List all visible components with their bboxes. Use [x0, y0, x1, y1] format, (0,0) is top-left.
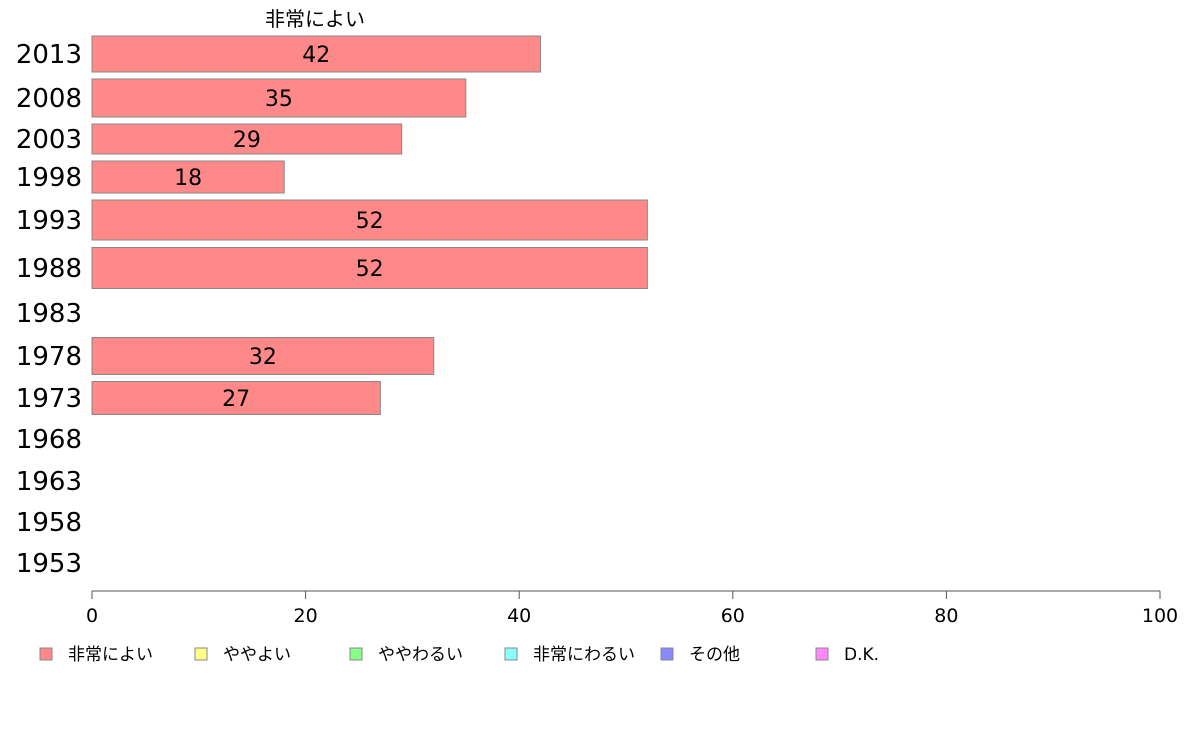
- bar: [91, 199, 648, 241]
- bar: [91, 247, 648, 289]
- category-label: 1988: [16, 254, 82, 284]
- legend-swatch: [815, 647, 829, 661]
- legend-label: 非常によい: [68, 645, 153, 665]
- legend-swatch: [349, 647, 363, 661]
- bar: [91, 123, 403, 155]
- x-tick-label: 80: [934, 605, 958, 627]
- data-label: 52: [356, 209, 384, 234]
- legend-swatch: [504, 647, 518, 661]
- legend-swatch: [194, 647, 208, 661]
- legend-swatch: [660, 647, 674, 661]
- bar: [91, 78, 467, 118]
- category-label: 2013: [16, 40, 82, 70]
- legend-label: ややわるい: [378, 645, 463, 665]
- bar: [91, 381, 381, 415]
- category-label: 1958: [16, 508, 82, 538]
- data-label: 35: [265, 87, 293, 112]
- category-label: 1953: [16, 549, 82, 579]
- x-tick-label: 20: [294, 605, 318, 627]
- header-label: 非常によい: [265, 7, 365, 31]
- bar: [91, 35, 542, 73]
- bar: [91, 160, 285, 194]
- legend-label: ややよい: [223, 645, 291, 665]
- data-label: 52: [356, 257, 384, 282]
- category-label: 1968: [16, 425, 82, 455]
- category-label: 2003: [16, 125, 82, 155]
- x-tick-label: 0: [86, 605, 98, 627]
- category-label: 1978: [16, 342, 82, 372]
- data-label: 32: [249, 345, 277, 370]
- legend-swatch: [39, 647, 53, 661]
- bar: [91, 337, 435, 375]
- category-label: 1963: [16, 467, 82, 497]
- x-tick-label: 40: [507, 605, 531, 627]
- legend-label: D.K.: [844, 645, 879, 665]
- category-label: 2008: [16, 84, 82, 114]
- legend-label: 非常にわるい: [533, 645, 635, 665]
- category-label: 1998: [16, 163, 82, 193]
- category-label: 1983: [16, 299, 82, 329]
- data-label: 27: [222, 387, 250, 412]
- legend-label: その他: [689, 645, 740, 665]
- x-tick-label: 100: [1142, 605, 1178, 627]
- data-label: 18: [174, 166, 202, 191]
- category-label: 1973: [16, 384, 82, 414]
- data-label: 29: [233, 128, 261, 153]
- category-label: 1993: [16, 206, 82, 236]
- x-tick-label: 60: [721, 605, 745, 627]
- data-label: 42: [302, 43, 330, 68]
